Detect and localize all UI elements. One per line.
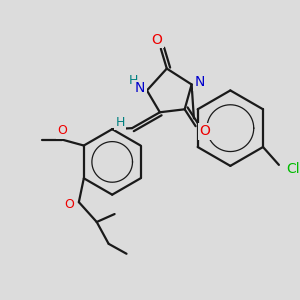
Text: N: N <box>194 76 205 89</box>
Text: O: O <box>199 124 210 138</box>
Text: O: O <box>152 33 162 47</box>
Text: H: H <box>128 74 138 87</box>
Text: O: O <box>57 124 67 137</box>
Text: N: N <box>135 81 145 95</box>
Text: O: O <box>64 198 74 211</box>
Text: Cl: Cl <box>286 162 300 176</box>
Text: H: H <box>116 116 125 129</box>
